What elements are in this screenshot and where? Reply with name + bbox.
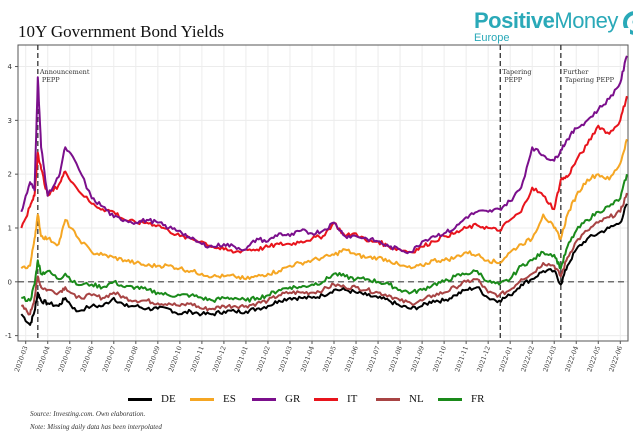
y-tick-label: 3 xyxy=(8,117,12,125)
legend-swatch xyxy=(190,397,214,401)
x-tick-label: 2020-03 xyxy=(13,345,30,373)
x-tick-label: 2020-06 xyxy=(79,345,96,373)
chart-title: 10Y Government Bond Yields xyxy=(18,22,225,41)
legend-label: ES xyxy=(223,393,236,405)
logo-bold: Positive xyxy=(474,8,555,33)
x-tick-label: 2021-03 xyxy=(277,345,294,373)
x-tick-label: 2022-06 xyxy=(607,345,624,373)
legend-label: NL xyxy=(409,393,424,405)
plot-frame xyxy=(17,44,629,342)
logo-light: Money xyxy=(554,8,618,33)
legend-label: GR xyxy=(285,393,301,405)
series-line-gr xyxy=(20,55,628,255)
x-tick-label: 2020-12 xyxy=(211,345,228,373)
legend-item-nl: NL xyxy=(376,393,438,405)
legend-swatch xyxy=(376,397,400,401)
x-tick-label: 2021-12 xyxy=(475,345,492,373)
logo-subtitle: Europe xyxy=(474,32,510,44)
x-tick-label: 2020-07 xyxy=(101,345,118,373)
event-label: PEPP xyxy=(504,76,522,84)
series-line-de xyxy=(20,203,628,326)
chart-legend: DE ES GR IT NL FR xyxy=(128,393,500,405)
legend-item-gr: GR xyxy=(252,393,314,405)
event-label: Tapering xyxy=(502,68,531,76)
series-line-fr xyxy=(21,174,628,303)
x-tick-label: 2021-07 xyxy=(365,345,382,373)
x-tick-label: 2021-06 xyxy=(343,345,360,373)
y-tick-label: 1 xyxy=(8,224,12,232)
x-tick-label: 2020-11 xyxy=(189,345,206,373)
x-tick-label: 2022-04 xyxy=(563,345,580,373)
legend-swatch xyxy=(252,397,276,401)
x-tick-label: 2020-05 xyxy=(57,345,74,373)
positive-money-logo: PositiveMoney Europe xyxy=(474,8,633,44)
x-tick-label: 2022-03 xyxy=(541,345,558,373)
x-tick-label: 2021-04 xyxy=(299,345,316,373)
x-tick-label: 2021-10 xyxy=(431,345,448,373)
x-tick-label: 2021-02 xyxy=(255,345,272,373)
legend-label: DE xyxy=(161,393,176,405)
event-label: Tapering PEPP xyxy=(565,76,615,84)
x-tick-label: 2020-10 xyxy=(167,345,184,373)
x-tick-label: 2020-04 xyxy=(35,345,52,373)
series-line-nl xyxy=(20,192,628,316)
interpolation-note: Note: Missing daily data has been interp… xyxy=(30,423,162,431)
y-tick-label: -1 xyxy=(5,332,12,340)
x-tick-label: 2021-01 xyxy=(233,345,250,373)
legend-item-de: DE xyxy=(128,393,190,405)
x-tick-label: 2021-08 xyxy=(387,345,404,373)
source-note: Source: Investing.com. Own elaboration. xyxy=(30,410,146,418)
legend-swatch xyxy=(314,397,338,401)
series-line-es xyxy=(20,138,628,281)
legend-item-fr: FR xyxy=(438,393,500,405)
legend-item-es: ES xyxy=(190,393,252,405)
legend-label: IT xyxy=(347,393,358,405)
series-line-it xyxy=(20,95,628,254)
legend-item-it: IT xyxy=(314,393,376,405)
x-tick-label: 2021-09 xyxy=(409,345,426,373)
legend-swatch xyxy=(128,397,152,401)
y-tick-label: 2 xyxy=(8,171,12,179)
legend-swatch xyxy=(438,397,462,401)
event-label: Announcement xyxy=(39,68,90,76)
y-tick-label: 0 xyxy=(8,278,12,286)
x-tick-label: 2022-01 xyxy=(497,345,514,373)
y-tick-label: 4 xyxy=(8,63,13,71)
event-label: PEPP xyxy=(42,76,60,84)
x-tick-label: 2021-11 xyxy=(453,345,470,373)
x-tick-label: 2022-02 xyxy=(519,345,536,373)
x-tick-label: 2020-08 xyxy=(123,345,140,373)
event-label: Further xyxy=(563,68,589,76)
legend-label: FR xyxy=(471,393,485,405)
x-tick-label: 2021-05 xyxy=(321,345,338,373)
x-tick-label: 2020-09 xyxy=(145,345,162,373)
x-tick-label: 2022-05 xyxy=(585,345,602,373)
